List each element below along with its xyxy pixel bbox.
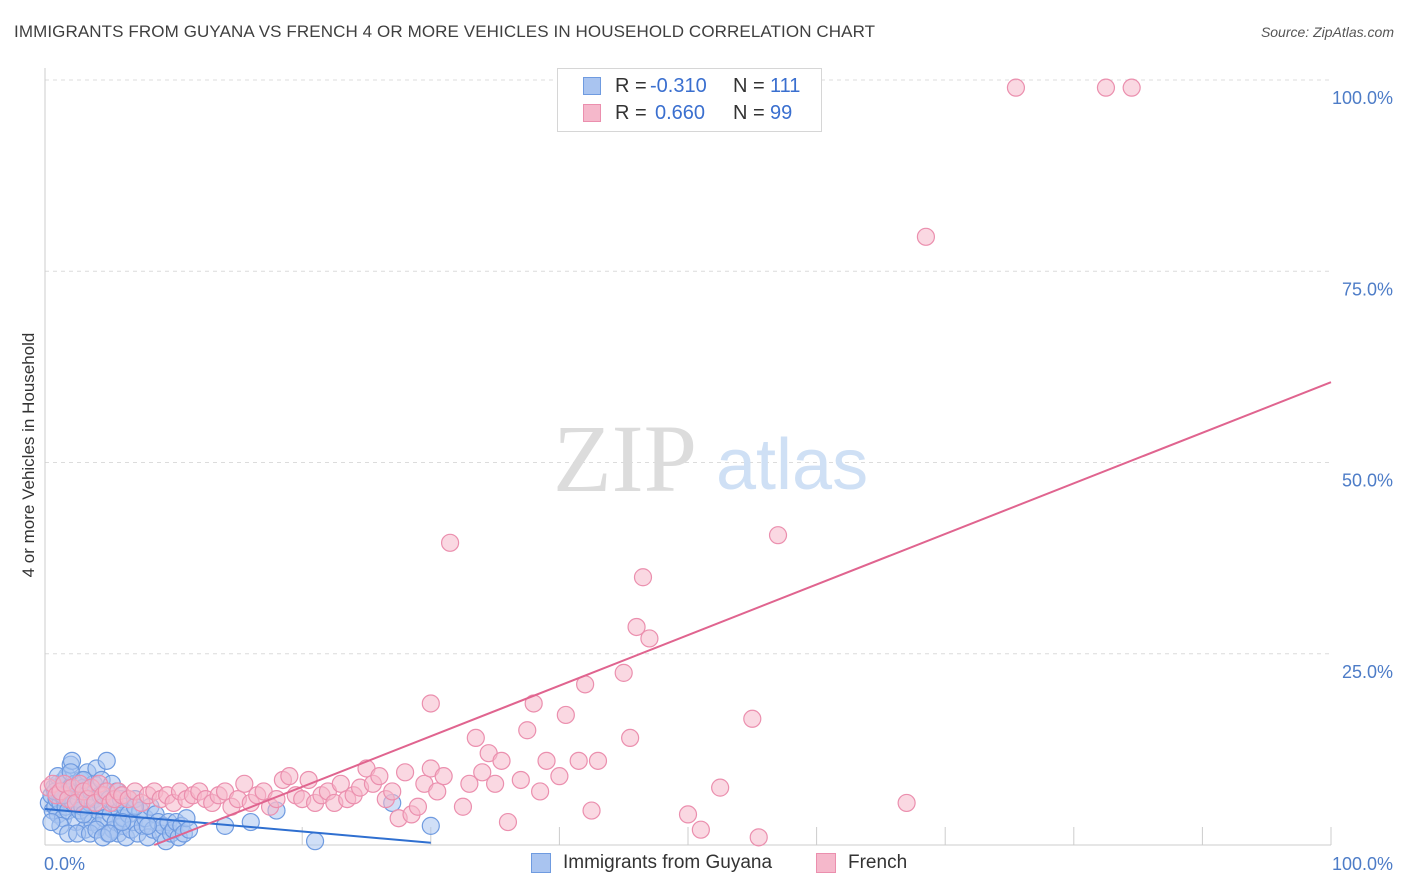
data-point <box>138 816 157 835</box>
y-tick-labels: 25.0% 50.0% 75.0% 100.0% <box>1332 88 1393 682</box>
axes <box>44 68 1332 846</box>
legend-n-value: 111 <box>770 75 801 97</box>
x-tick-label: 0.0% <box>44 854 85 874</box>
data-point <box>614 663 633 682</box>
legend-n-label: N = <box>733 102 765 124</box>
legend-r-value: 0.660 <box>655 102 706 124</box>
data-point <box>492 751 511 770</box>
legend-n-value: 99 <box>770 102 793 124</box>
data-point <box>1006 78 1026 97</box>
trendline-guyana <box>44 808 431 844</box>
data-point <box>305 832 325 851</box>
data-point <box>1096 78 1116 97</box>
legend-swatch-guyana <box>583 77 601 95</box>
data-point <box>711 778 730 797</box>
legend-label-guyana: Immigrants from Guyana <box>563 852 773 873</box>
data-point <box>897 793 916 813</box>
data-point <box>916 227 936 246</box>
data-point <box>498 812 518 832</box>
data-point <box>408 797 428 816</box>
y-tick-label: 100.0% <box>1332 88 1393 108</box>
data-point <box>678 805 698 824</box>
y-tick-label: 50.0% <box>1342 471 1393 491</box>
data-point <box>768 526 788 545</box>
data-point <box>550 767 569 786</box>
data-point <box>633 568 653 587</box>
data-point <box>113 812 132 832</box>
trendline-french <box>153 381 1332 846</box>
x-tick-labels: 0.0% 100.0% <box>44 854 1393 874</box>
data-point <box>460 774 479 793</box>
series-french-points <box>39 78 1141 847</box>
data-point <box>100 824 119 843</box>
data-point <box>370 767 389 786</box>
data-point <box>440 533 460 552</box>
legend-label-french: French <box>848 852 908 873</box>
data-point <box>511 770 530 790</box>
legend-r-value: -0.310 <box>650 75 707 97</box>
data-point <box>621 728 640 748</box>
data-point <box>691 820 710 839</box>
watermark-zip: ZIP <box>553 405 697 512</box>
data-point <box>428 782 447 801</box>
data-point <box>531 782 550 801</box>
trendlines <box>44 381 1332 846</box>
data-point <box>537 751 556 770</box>
data-point <box>473 763 492 782</box>
data-point <box>235 774 254 793</box>
data-point <box>743 709 762 728</box>
data-point <box>97 751 116 770</box>
y-tick-label: 75.0% <box>1342 279 1393 299</box>
data-point <box>466 728 485 748</box>
data-point <box>331 774 350 793</box>
data-point <box>582 801 601 820</box>
data-point <box>395 763 415 782</box>
data-point <box>640 629 659 648</box>
data-point <box>749 828 768 847</box>
data-point <box>518 721 537 740</box>
legend-r-label: R = <box>615 75 647 97</box>
y-tick-label: 25.0% <box>1342 662 1393 682</box>
y-axis-label: 4 or more Vehicles in Household <box>19 333 38 578</box>
x-tick-label: 100.0% <box>1332 854 1393 874</box>
data-point <box>421 694 440 713</box>
grid-lines <box>45 79 1331 655</box>
data-point <box>434 767 453 786</box>
data-point <box>627 617 646 637</box>
legend-swatch-guyana <box>531 853 551 873</box>
watermark-atlas: atlas <box>716 425 868 505</box>
watermark: ZIP atlas <box>553 405 868 512</box>
source-label: Source: ZipAtlas.com <box>1260 24 1394 40</box>
legend-r-label: R = <box>615 102 647 124</box>
chart-title: IMMIGRANTS FROM GUYANA VS FRENCH 4 OR MO… <box>14 22 876 41</box>
data-point <box>280 767 299 786</box>
data-point <box>569 751 588 770</box>
legend-swatch-french <box>583 104 601 122</box>
data-point <box>383 782 402 801</box>
data-point <box>556 705 575 725</box>
data-point <box>421 816 440 835</box>
legend-n-label: N = <box>733 75 765 97</box>
data-point <box>453 797 473 816</box>
data-point <box>486 774 505 793</box>
data-point <box>588 751 608 770</box>
legend-swatch-french <box>816 853 836 873</box>
correlation-legend: R = -0.310 N = 111 R = 0.660 N = 99 <box>557 68 822 132</box>
data-point <box>1122 78 1141 97</box>
data-point <box>42 812 61 832</box>
